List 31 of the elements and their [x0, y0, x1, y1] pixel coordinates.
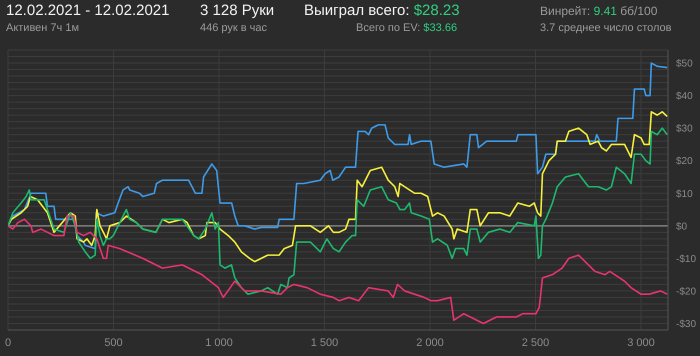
text: 3 128 Руки	[200, 2, 274, 19]
y-tick-label: $50	[676, 58, 694, 70]
x-tick-label: 3 000	[627, 336, 655, 349]
x-tick-label: 1 500	[310, 336, 338, 349]
y-tick-label: $10	[676, 188, 694, 200]
text: Всего по EV:	[356, 22, 420, 34]
y-tick-label: -$10	[676, 254, 696, 265]
y-tick-label: $20	[676, 156, 694, 168]
text: 3.7 среднее число столов	[540, 22, 672, 34]
line-series	[8, 127, 668, 295]
y-tick-label: -$20	[676, 286, 696, 298]
text: бб/100	[620, 4, 658, 18]
text: $28.23	[414, 2, 460, 19]
x-tick-label: 2 000	[416, 336, 444, 349]
x-tick-label: 0	[4, 336, 12, 349]
x-tick-label: 500	[104, 336, 123, 349]
y-tick-label: $0	[676, 221, 688, 232]
x-tick-label: 1 000	[205, 336, 233, 349]
y-tick-label: -$30	[676, 319, 696, 330]
x-tick-label: 2 500	[522, 336, 550, 349]
text: Выиграл всего:	[304, 2, 410, 19]
y-tick-label: $30	[676, 124, 694, 135]
line-series	[8, 215, 668, 324]
chart-title: 12.02.2021 - 12.02.2021	[6, 2, 170, 19]
text: 9.41	[594, 4, 617, 18]
text: $33.66	[423, 22, 458, 34]
line-series	[8, 111, 668, 262]
y-tick-label: $40	[676, 91, 694, 102]
text: Винрейт:	[540, 4, 590, 18]
text: 446 рук в час	[200, 22, 268, 34]
text: Активен 7ч 1м	[6, 22, 80, 34]
